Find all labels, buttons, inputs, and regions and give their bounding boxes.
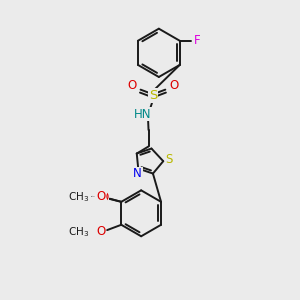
Text: methoxy: methoxy <box>91 195 97 196</box>
Text: O: O <box>97 191 106 204</box>
Text: $\mathsf{CH_3}$: $\mathsf{CH_3}$ <box>68 226 89 239</box>
Text: O: O <box>128 79 137 92</box>
Text: O: O <box>99 191 109 204</box>
Text: F: F <box>194 34 201 47</box>
Text: O: O <box>96 190 105 203</box>
Text: HN: HN <box>134 108 152 121</box>
Text: $\mathsf{CH_3}$: $\mathsf{CH_3}$ <box>68 190 89 204</box>
Text: S: S <box>166 153 173 166</box>
Text: methoxy: methoxy <box>97 200 103 202</box>
Text: O: O <box>169 79 178 92</box>
Text: N: N <box>133 167 142 180</box>
Text: S: S <box>149 89 157 102</box>
Text: O: O <box>96 225 105 239</box>
